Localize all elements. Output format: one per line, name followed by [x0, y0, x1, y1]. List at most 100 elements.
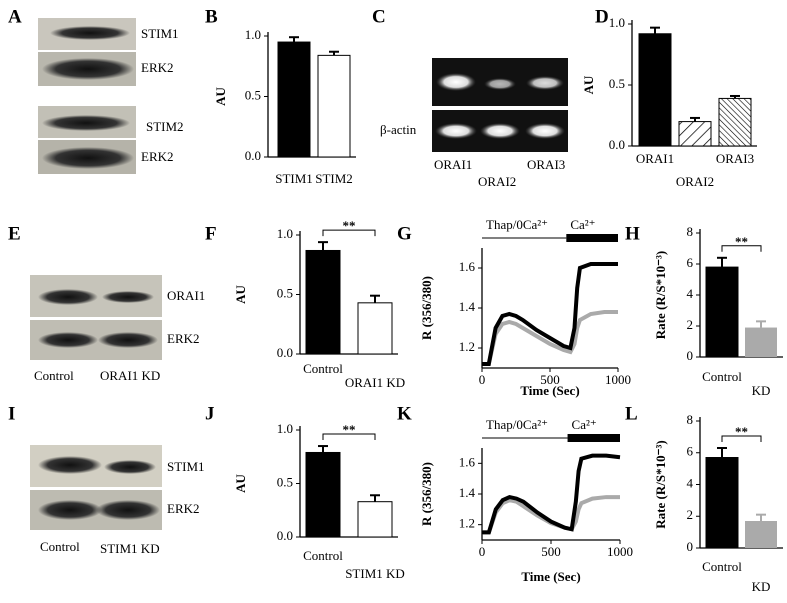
- y-tick-label: 1.0: [245, 27, 261, 42]
- x-tick-label: Control: [303, 548, 343, 563]
- y-tick-label: 1.2: [459, 516, 475, 531]
- annotation: Ca²⁺: [572, 417, 597, 432]
- panel-letter: B: [205, 6, 218, 27]
- treatment-bar: [567, 434, 620, 442]
- y-tick-label: 0.5: [277, 285, 293, 300]
- x-axis-label: Time (Sec): [521, 569, 580, 584]
- y-axis-label: Rate (R/S*10⁻³): [653, 440, 668, 528]
- x-tick-label: ORAI1: [636, 151, 674, 166]
- y-axis-label: R (356/380): [419, 462, 434, 526]
- blot-label: ORAI1: [434, 157, 472, 172]
- blot-label: ORAI1 KD: [100, 368, 160, 383]
- annotation: Thap/0Ca²⁺: [486, 417, 548, 432]
- significance-bracket: [322, 433, 376, 441]
- x-tick-label: 0: [479, 544, 486, 559]
- x-tick-label: 500: [541, 544, 561, 559]
- x-tick-label: KD: [752, 383, 771, 398]
- blot-e: E ORAI1 ERK2 Control ORAI1 KD: [8, 223, 205, 383]
- significance-bracket: [721, 435, 762, 442]
- significance: **: [343, 218, 356, 233]
- y-axis-label: AU: [233, 474, 248, 493]
- x-tick-label: STIM1 KD: [345, 566, 405, 581]
- blot-label: ERK2: [141, 149, 174, 164]
- y-tick-label: 1.4: [459, 485, 476, 500]
- y-tick-label: 8: [687, 412, 694, 427]
- panel-letter: G: [397, 223, 412, 244]
- y-tick-label: 0.5: [609, 76, 625, 91]
- y-tick-label: 1.0: [277, 226, 293, 241]
- blot-label: STIM1: [141, 26, 179, 41]
- y-tick-label: 0: [687, 539, 694, 554]
- y-tick-label: 1.0: [277, 421, 293, 436]
- x-tick-label: Control: [702, 559, 742, 574]
- blot-label: ERK2: [167, 331, 200, 346]
- blot-label: ORAI2: [478, 174, 516, 189]
- bar: [705, 457, 739, 549]
- y-tick-label: 0.5: [277, 474, 293, 489]
- bar: [357, 501, 393, 538]
- y-tick-label: 0.0: [277, 345, 293, 360]
- y-axis-label: R (356/380): [419, 276, 434, 340]
- panel-letter: A: [8, 6, 22, 27]
- bar: [678, 121, 712, 147]
- y-tick-label: 1.0: [609, 15, 625, 30]
- bar: [745, 327, 777, 357]
- y-tick-label: 1.6: [459, 454, 476, 469]
- y-tick-label: 0: [687, 348, 694, 363]
- y-tick-label: 0.5: [245, 87, 261, 102]
- y-tick-label: 1.4: [459, 299, 476, 314]
- blot-label: Control: [40, 539, 80, 554]
- blot-label: STIM2: [146, 119, 184, 134]
- bar: [705, 266, 739, 358]
- bar: [357, 302, 393, 355]
- y-tick-label: 8: [687, 224, 694, 239]
- treatment-bar: [566, 234, 618, 242]
- data-line: [482, 262, 618, 366]
- x-tick-label: ORAI3: [716, 151, 754, 166]
- panel-letter: H: [625, 223, 640, 244]
- y-tick-label: 0.0: [277, 528, 293, 543]
- y-tick-label: 4: [687, 286, 694, 301]
- blot-a: A STIM1 ERK2 STIM2 ERK2: [8, 6, 184, 174]
- x-tick-label: 1000: [607, 544, 633, 559]
- panel-letter: E: [8, 223, 21, 244]
- blot-label: ORAI1: [167, 288, 205, 303]
- bar: [317, 54, 351, 158]
- significance-bracket: [721, 245, 762, 252]
- bar: [638, 33, 672, 147]
- y-tick-label: 0.0: [609, 137, 625, 152]
- y-tick-label: 6: [687, 255, 694, 270]
- panel-letter: D: [595, 6, 609, 27]
- blot-c: C β-actin ORAI1 ORAI2 ORAI3: [372, 6, 568, 189]
- panel-letter: I: [8, 403, 15, 424]
- x-tick-label: ORAI2: [676, 174, 714, 189]
- blot-label: STIM1 KD: [100, 541, 160, 556]
- x-tick-label: KD: [752, 579, 771, 594]
- blot-label: Control: [34, 368, 74, 383]
- y-tick-label: 4: [687, 475, 694, 490]
- y-axis-label: AU: [233, 285, 248, 304]
- bar: [305, 249, 341, 355]
- y-tick-label: 1.2: [459, 339, 475, 354]
- bar: [745, 521, 777, 548]
- blot-label: ERK2: [141, 60, 174, 75]
- panel-letter: J: [205, 403, 215, 424]
- y-axis-label: AU: [213, 87, 228, 106]
- x-axis-label: Time (Sec): [520, 383, 579, 398]
- bar: [718, 97, 752, 147]
- panel-letter: F: [205, 223, 217, 244]
- x-tick-label: 500: [540, 372, 560, 387]
- significance: **: [343, 422, 356, 437]
- panel-letter: K: [397, 403, 412, 424]
- blot-label: ERK2: [167, 501, 200, 516]
- x-tick-label: Control: [702, 369, 742, 384]
- y-tick-label: 2: [687, 317, 694, 332]
- x-tick-label: STIM2: [315, 171, 353, 186]
- y-tick-label: 6: [687, 444, 694, 459]
- significance-bracket: [322, 229, 376, 237]
- x-tick-label: 1000: [605, 372, 631, 387]
- blot-label: β-actin: [380, 122, 417, 137]
- x-tick-label: 0: [479, 372, 486, 387]
- blot-i: I STIM1 ERK2 Control STIM1 KD: [8, 403, 205, 556]
